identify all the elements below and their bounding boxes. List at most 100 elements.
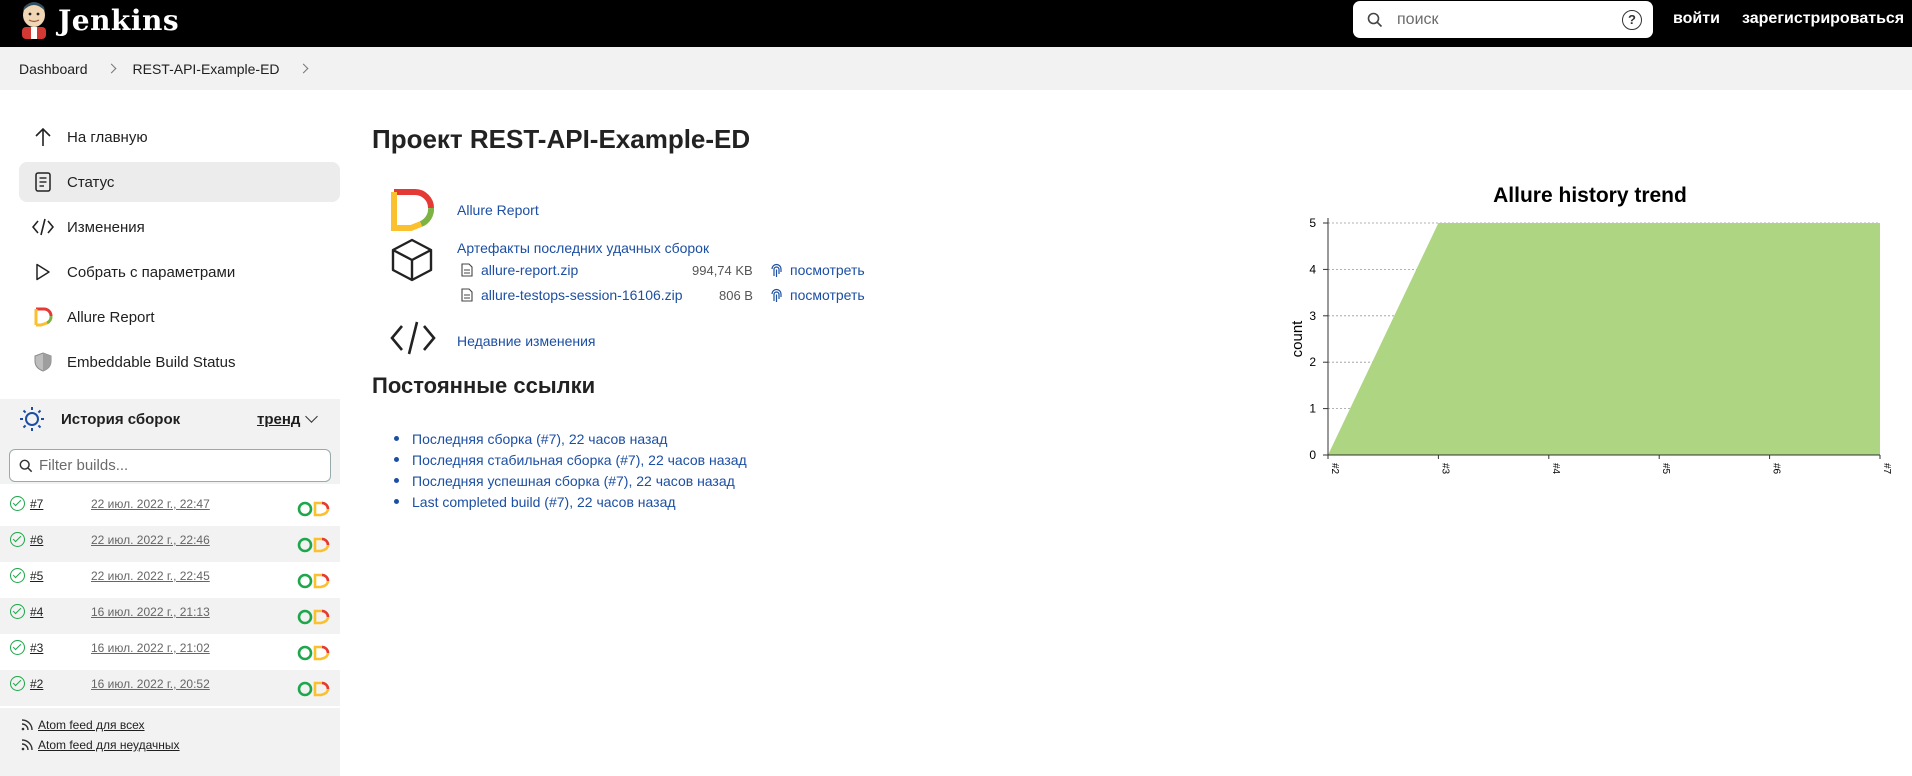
build-number-link[interactable]: #5 [30,569,44,583]
build-date-link[interactable]: 22 июл. 2022 г., 22:47 [91,497,210,511]
allure-badge-icon[interactable] [297,537,331,553]
build-row: #3 16 июл. 2022 г., 21:02 [0,634,340,670]
atom-feed-all-label: Atom feed для всех [38,718,145,732]
jenkins-butler-icon [22,2,46,39]
build-number-link[interactable]: #4 [30,605,44,619]
artifact-link[interactable]: allure-report.zip [481,262,579,278]
view-artifact-link[interactable]: посмотреть [770,262,865,278]
allure-badge-icon[interactable] [297,609,331,625]
sidebar-item-allure-report[interactable]: Allure Report [19,297,340,337]
atom-feed-failed[interactable]: Atom feed для неудачных [21,738,180,752]
y-tick-label: 0 [1309,448,1316,462]
build-number-link[interactable]: #2 [30,677,44,691]
sidebar-item-status[interactable]: Статус [19,162,340,202]
package-box-icon [391,238,433,282]
build-date-link[interactable]: 22 июл. 2022 г., 22:45 [91,569,210,583]
artifact-size: 806 B [719,288,753,303]
chevron-right-icon[interactable] [298,63,308,74]
permalinks-list: Последняя сборка (#7), 22 часов назад По… [394,428,747,512]
allure-badge-icon[interactable] [297,681,331,697]
view-artifact-link[interactable]: посмотреть [770,287,865,303]
sidebar-item-home[interactable]: На главную [19,117,340,157]
x-tick-label: #4 [1550,463,1561,475]
arrow-up-icon [32,126,54,148]
view-label: посмотреть [790,262,865,278]
register-link[interactable]: зарегистрироваться [1742,10,1905,27]
login-link[interactable]: войти [1673,10,1720,27]
code-icon [32,216,54,238]
artifacts-title-link[interactable]: Артефакты последних удачных сборок [457,240,710,256]
sidebar-item-label: Собрать с параметрами [67,263,236,281]
atom-feed-all[interactable]: Atom feed для всех [21,718,145,732]
build-list: #7 22 июл. 2022 г., 22:47 #6 22 июл. 202… [0,490,340,706]
series-area [1328,223,1880,455]
allure-logo-icon[interactable] [389,188,435,232]
search-input[interactable] [1397,10,1607,29]
document-icon [32,171,54,193]
breadcrumb: Dashboard REST-API-Example-ED [0,47,1912,90]
jenkins-logo[interactable]: Jenkins [18,0,179,40]
sidebar-item-embeddable-status[interactable]: Embeddable Build Status [19,342,340,382]
build-history-header: История сборок тренд [0,399,340,439]
list-item: Последняя успешная сборка (#7), 22 часов… [394,470,747,491]
x-tick-label: #2 [1329,463,1340,475]
allure-report-link[interactable]: Allure Report [457,202,539,218]
build-date-link[interactable]: 16 июл. 2022 г., 21:02 [91,641,210,655]
list-item: Последняя сборка (#7), 22 часов назад [394,428,747,449]
permalink-last-completed[interactable]: Last completed build (#7), 22 часов наза… [412,493,676,510]
build-date-link[interactable]: 22 июл. 2022 г., 22:46 [91,533,210,547]
chevron-down-icon[interactable] [305,410,318,423]
allure-trend-chart[interactable]: Allure history trend 0 1 2 3 4 5 #2 #3 #4 #5 #6 #7 c… [1280,178,1900,498]
build-date-link[interactable]: 16 июл. 2022 г., 21:13 [91,605,210,619]
trend-link[interactable]: тренд [257,410,301,428]
sidebar-item-label: Embeddable Build Status [67,353,236,371]
sidebar-item-label: Изменения [67,218,145,236]
build-date-link[interactable]: 16 июл. 2022 г., 20:52 [91,677,210,691]
x-tick-label: #3 [1439,463,1450,475]
atom-feed-failed-label: Atom feed для неудачных [38,738,180,752]
build-row: #2 16 июл. 2022 г., 20:52 [0,670,340,706]
success-check-icon [10,496,25,511]
chart-title: Allure history trend [1493,184,1687,207]
y-tick-label: 4 [1309,262,1316,276]
permalink-last-build[interactable]: Последняя сборка (#7), 22 часов назад [412,430,668,447]
chevron-right-icon[interactable] [106,63,116,74]
sidebar-item-changes[interactable]: Изменения [19,207,340,247]
recent-changes-link[interactable]: Недавние изменения [457,333,596,349]
permalink-last-successful[interactable]: Последняя успешная сборка (#7), 22 часов… [412,472,735,489]
y-tick-label: 1 [1309,402,1316,416]
code-icon [390,321,436,355]
filter-builds-container [0,439,340,484]
sidebar-item-build-with-params[interactable]: Собрать с параметрами [19,252,340,292]
y-axis-label: count [1289,320,1306,358]
top-header: Jenkins ? войти зарегистрироваться [0,0,1912,47]
build-number-link[interactable]: #3 [30,641,44,655]
rss-icon [21,739,33,751]
build-row: #5 22 июл. 2022 г., 22:45 [0,562,340,598]
search-icon [1367,12,1383,27]
build-number-link[interactable]: #7 [30,497,44,511]
allure-badge-icon[interactable] [297,573,331,589]
list-item: Последняя стабильная сборка (#7), 22 час… [394,449,747,470]
view-label: посмотреть [790,287,865,303]
success-check-icon [10,532,25,547]
rss-icon [21,719,33,731]
page-title: Проект REST-API-Example-ED [372,124,751,154]
search-icon [19,459,33,472]
file-icon [461,288,473,302]
help-icon[interactable]: ? [1622,10,1642,30]
allure-badge-icon[interactable] [297,501,331,517]
permalink-last-stable[interactable]: Последняя стабильная сборка (#7), 22 час… [412,451,747,468]
build-number-link[interactable]: #6 [30,533,44,547]
build-row: #7 22 июл. 2022 г., 22:47 [0,490,340,526]
y-tick-label: 3 [1309,309,1316,323]
atom-feeds: Atom feed для всех Atom feed для неудачн… [0,708,340,776]
artifact-link[interactable]: allure-testops-session-16106.zip [481,287,683,303]
list-item: Last completed build (#7), 22 часов наза… [394,491,747,512]
filter-builds-input[interactable] [39,457,319,474]
success-check-icon [10,640,25,655]
artifact-row: allure-report.zip [461,262,578,278]
breadcrumb-project[interactable]: REST-API-Example-ED [132,60,280,77]
breadcrumb-dashboard[interactable]: Dashboard [19,60,88,77]
allure-badge-icon[interactable] [297,645,331,661]
